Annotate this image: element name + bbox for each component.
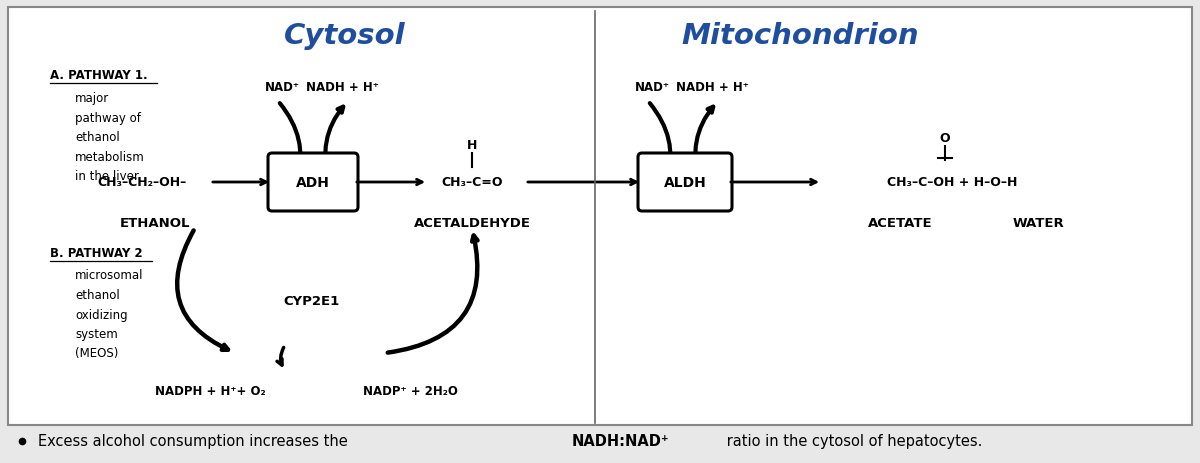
Text: ethanol: ethanol [74,131,120,144]
Text: (MEOS): (MEOS) [74,347,119,360]
Text: CH₃–C–OH + H–O–H: CH₃–C–OH + H–O–H [887,176,1018,189]
Text: ethanol: ethanol [74,288,120,301]
Text: oxidizing: oxidizing [74,308,127,321]
Text: NADH + H⁺: NADH + H⁺ [676,81,749,94]
Text: H: H [467,139,478,152]
Text: NADP⁺ + 2H₂O: NADP⁺ + 2H₂O [362,385,457,398]
Text: NAD⁺: NAD⁺ [264,81,300,94]
Text: ALDH: ALDH [664,175,707,189]
Text: CH₃–C=O: CH₃–C=O [442,176,503,189]
Text: NAD⁺: NAD⁺ [635,81,670,94]
Text: NADH:NAD⁺: NADH:NAD⁺ [572,433,670,449]
Text: major: major [74,92,109,105]
Text: CYP2E1: CYP2E1 [284,295,340,308]
Text: WATER: WATER [1012,217,1064,230]
Text: CH₃–CH₂–OH–: CH₃–CH₂–OH– [97,176,187,189]
Text: Excess alcohol consumption increases the: Excess alcohol consumption increases the [38,433,353,449]
FancyBboxPatch shape [638,154,732,212]
Text: ADH: ADH [296,175,330,189]
Text: Mitochondrion: Mitochondrion [682,22,919,50]
Text: B. PATHWAY 2: B. PATHWAY 2 [50,247,143,260]
Text: metabolism: metabolism [74,150,145,163]
FancyBboxPatch shape [268,154,358,212]
Text: pathway of: pathway of [74,112,140,125]
Text: ACETATE: ACETATE [868,217,932,230]
Text: ratio in the cytosol of hepatocytes.: ratio in the cytosol of hepatocytes. [722,433,983,449]
Text: microsomal: microsomal [74,269,144,282]
Text: system: system [74,327,118,340]
Text: ETHANOL: ETHANOL [120,217,191,230]
Text: O: O [940,132,950,145]
Text: NADH + H⁺: NADH + H⁺ [306,81,378,94]
Text: A. PATHWAY 1.: A. PATHWAY 1. [50,69,148,82]
Text: NADPH + H⁺+ O₂: NADPH + H⁺+ O₂ [155,385,265,398]
FancyBboxPatch shape [8,8,1192,425]
Text: ACETALDEHYDE: ACETALDEHYDE [414,217,530,230]
Text: in the liver: in the liver [74,170,139,183]
Text: Cytosol: Cytosol [284,22,406,50]
